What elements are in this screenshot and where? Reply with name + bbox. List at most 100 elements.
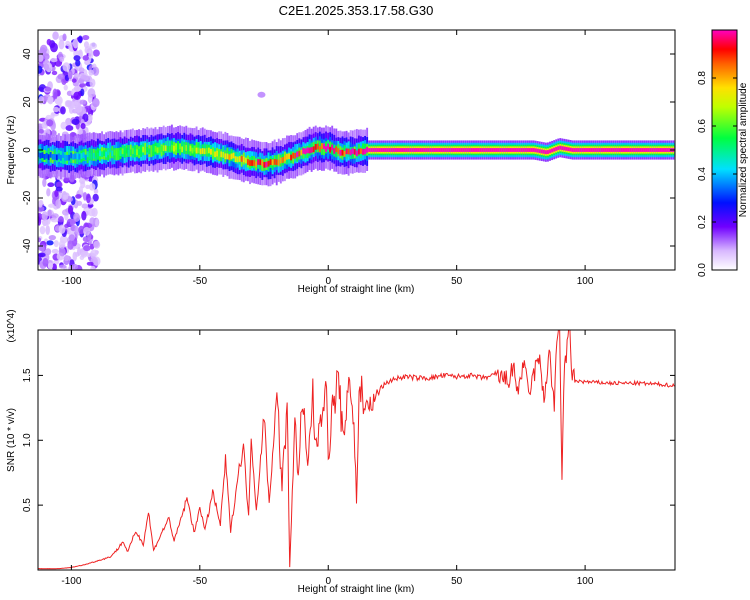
ridge-cell	[616, 148, 619, 152]
ridge-cell	[51, 153, 54, 160]
noise-speckle	[73, 55, 81, 61]
ridge-cell	[479, 148, 482, 152]
ridge-cell	[263, 161, 266, 168]
noise-speckle	[48, 234, 57, 241]
ridge-cell	[199, 148, 202, 155]
noise-speckle	[64, 223, 70, 228]
ridge-cell	[571, 148, 574, 152]
ridge-cell	[177, 143, 180, 150]
x-tick-label: 0	[325, 276, 331, 287]
ridge-cell	[524, 148, 527, 152]
ridge-cell	[275, 159, 278, 166]
ridge-cell	[154, 145, 157, 152]
spectrogram-y-label: Frequency (Hz)	[6, 116, 17, 185]
ridge-cell	[43, 153, 46, 160]
ridge-cell	[181, 146, 184, 153]
ridge-cell	[577, 148, 580, 152]
ridge-cell	[349, 149, 352, 156]
noise-speckle	[38, 252, 46, 258]
ridge-cell	[150, 146, 153, 153]
noise-speckle	[81, 210, 87, 221]
ridge-cell	[105, 151, 108, 158]
ridge-cell	[475, 148, 477, 152]
snr-y-label: SNR (10 * v/v)	[6, 408, 17, 472]
ridge-cell	[320, 143, 323, 150]
noise-speckle	[38, 200, 43, 208]
ridge-cell	[423, 148, 426, 152]
noise-speckle	[38, 128, 44, 134]
ridge-cell	[113, 149, 116, 156]
ridge-cell	[38, 151, 40, 158]
ridge-cell	[60, 154, 62, 161]
ridge-cell	[561, 146, 564, 150]
x-tick-label: 0	[325, 576, 331, 587]
ridge-cell	[668, 148, 671, 152]
noise-speckle	[73, 91, 81, 101]
ridge-cell	[510, 148, 512, 152]
ridge-cell	[633, 148, 636, 152]
noise-speckle	[57, 73, 65, 80]
ridge-cell	[415, 148, 418, 152]
ridge-cell	[133, 149, 136, 155]
ridge-cell	[66, 154, 69, 161]
ridge-cell	[84, 154, 87, 161]
ridge-cell	[503, 148, 506, 152]
ridge-cell	[306, 147, 309, 154]
ridge-cell	[386, 148, 389, 152]
ridge-cell	[277, 159, 280, 166]
noise-speckle	[42, 220, 47, 227]
spectrogram-image	[38, 31, 675, 270]
noise-speckle	[71, 118, 80, 125]
noise-speckle	[58, 264, 67, 269]
ridge-cell	[335, 146, 338, 153]
ridge-cell	[464, 148, 467, 152]
ridge-cell	[592, 148, 595, 152]
ridge-cell	[70, 152, 73, 159]
ridge-cell	[216, 150, 219, 157]
noise-speckle	[44, 87, 52, 92]
ridge-cell	[259, 159, 262, 166]
ridge-cell	[121, 148, 124, 155]
ridge-cell	[80, 153, 83, 159]
ridge-cell	[567, 147, 570, 152]
snr-y-ticks: 0.5 1.0 1.5	[22, 368, 675, 512]
colorbar: 0.0 0.2 0.4 0.6 0.8 Normalized spectral ampl…	[697, 29, 749, 277]
ridge-cell	[107, 149, 110, 156]
snr-series-line	[38, 330, 675, 570]
ridge-cell	[388, 148, 391, 152]
noise-speckle	[38, 237, 42, 243]
ridge-cell	[448, 148, 451, 152]
ridge-cell	[64, 154, 67, 161]
noise-speckle	[63, 254, 70, 262]
ridge-cell	[581, 148, 584, 152]
ridge-cell	[316, 143, 319, 150]
ridge-cell	[148, 148, 151, 155]
ridge-cell	[396, 148, 399, 152]
ridge-cell	[483, 148, 486, 152]
x-tick-label: -100	[61, 276, 81, 287]
ridge-cell	[586, 148, 588, 152]
ridge-cell	[614, 148, 617, 152]
ridge-cell	[598, 148, 601, 152]
noise-speckle	[45, 114, 52, 120]
ridge-cell	[442, 148, 445, 152]
ridge-cell	[242, 156, 245, 163]
ridge-cell	[559, 145, 562, 150]
ridge-cell	[596, 148, 599, 152]
ridge-cell	[645, 148, 648, 152]
colorbar-gradient	[712, 30, 737, 270]
noise-speckle	[75, 59, 81, 67]
noise-speckle	[50, 57, 58, 63]
noise-speckle	[38, 65, 43, 74]
spectrogram-y-ticks: -40 -20 0 20 40	[22, 48, 675, 253]
ridge-cell	[353, 148, 356, 155]
ridge-cell	[419, 148, 422, 152]
ridge-cell	[565, 146, 568, 151]
ridge-cell	[505, 148, 508, 152]
ridge-cell	[454, 148, 457, 152]
ridge-cell	[82, 152, 85, 158]
ridge-cell	[409, 148, 412, 152]
ridge-cell	[255, 161, 258, 168]
noise-speckle	[46, 188, 51, 197]
